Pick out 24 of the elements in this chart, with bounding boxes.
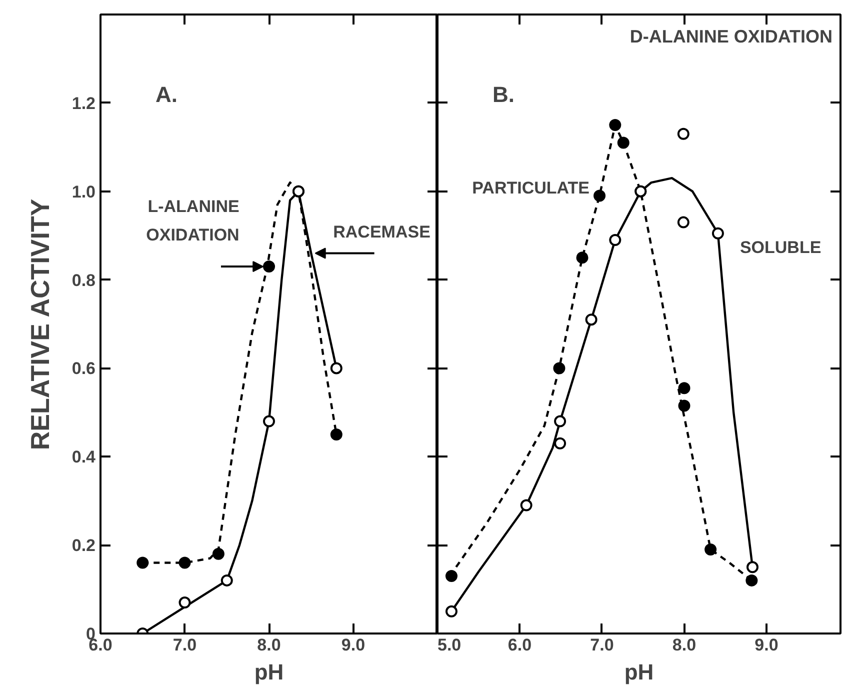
x-tick-label: 9.0 xyxy=(341,636,366,654)
x-axis-title: pH xyxy=(624,660,654,684)
y-tick-label: 0.2 xyxy=(72,536,96,556)
annotation: A. xyxy=(156,82,178,107)
x-tick-label: 7.0 xyxy=(172,636,197,654)
series-label: SOLUBLE xyxy=(740,238,822,257)
y-tick-label: 1.0 xyxy=(72,182,96,202)
y-tick-label: 0.8 xyxy=(72,270,96,290)
x-axis-title: pH xyxy=(254,660,284,684)
y-axis-title: RELATIVE ACTIVITY xyxy=(24,198,55,450)
y-tick-label: 1.2 xyxy=(72,94,96,113)
y-tick-label: 0.4 xyxy=(72,448,96,467)
series-label: RACEMASE xyxy=(333,222,430,242)
x-tick-label: 6.0 xyxy=(508,636,532,654)
annotation: B. xyxy=(492,82,514,107)
x-tick-label: 9.0 xyxy=(754,636,778,654)
x-tick-label: 8.0 xyxy=(672,636,696,654)
x-tick-label: 8.0 xyxy=(257,636,281,654)
x-tick-label: 5.0 xyxy=(438,636,462,654)
series-label: PARTICULATE xyxy=(472,178,590,198)
text: D-ALANINE OXIDATION xyxy=(630,26,833,46)
series-label: L-ALANINE OXIDATION xyxy=(146,197,240,245)
x-tick-label: 7.0 xyxy=(590,636,614,654)
y-tick-label: 0.6 xyxy=(72,359,96,378)
